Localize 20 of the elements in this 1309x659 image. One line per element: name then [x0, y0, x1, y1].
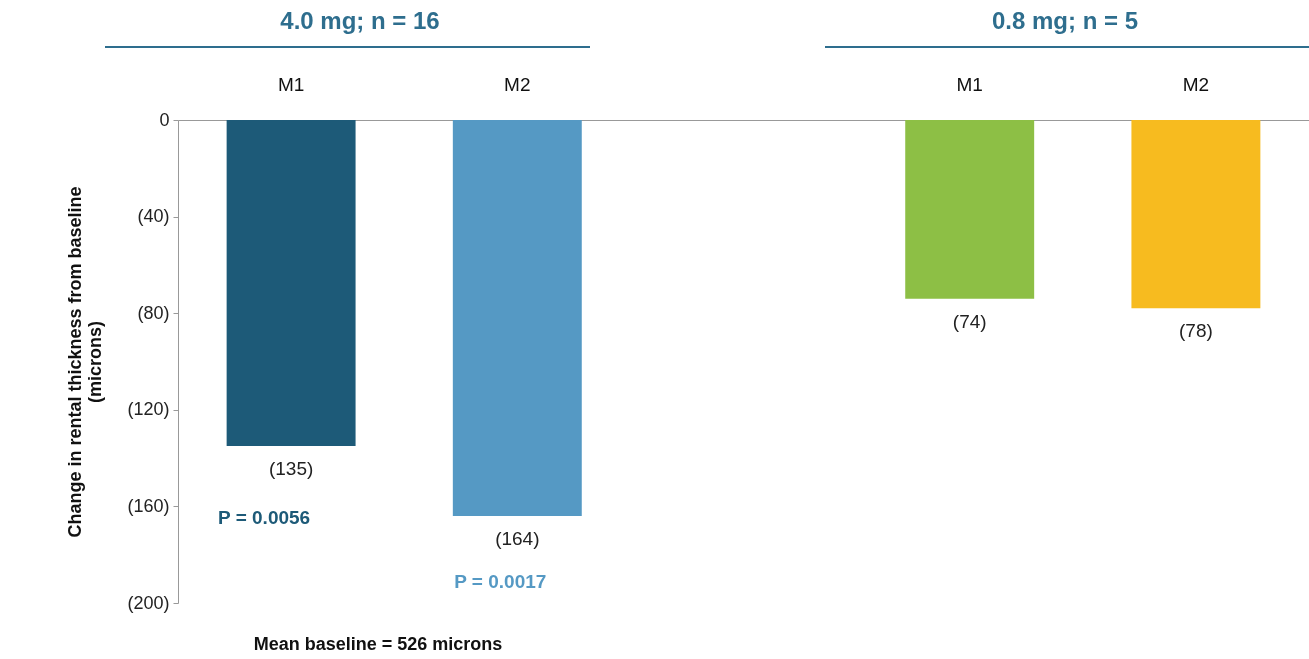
y-tick-label: 0 — [159, 109, 170, 130]
y-tick-label: (120) — [127, 399, 170, 420]
y-tick-label: (160) — [127, 495, 170, 516]
data-label: (74) — [952, 310, 987, 332]
y-axis-title: Change in rental thickness from baseline (microns) — [65, 186, 106, 538]
annotation: P = 0.0056 — [218, 507, 311, 529]
y-tick-label: (40) — [137, 206, 170, 227]
x-tick-label: M1 — [956, 73, 983, 95]
x-tick-label: M2 — [1182, 73, 1210, 95]
text: 0.8 mg; n = 5 — [991, 7, 1139, 34]
data-label: (135) — [268, 458, 314, 480]
data-label: (78) — [1179, 320, 1213, 342]
y-tick-label: (200) — [127, 592, 170, 613]
y-tick-label: (80) — [137, 302, 170, 323]
data-label: (164) — [495, 528, 540, 550]
text: 4.0 mg; n = 16 — [280, 7, 440, 34]
x-tick-label: M2 — [504, 73, 531, 95]
x-tick-label: M1 — [277, 73, 305, 95]
text: Mean baseline = 526 microns — [253, 634, 503, 654]
annotation: P = 0.0017 — [454, 571, 547, 593]
